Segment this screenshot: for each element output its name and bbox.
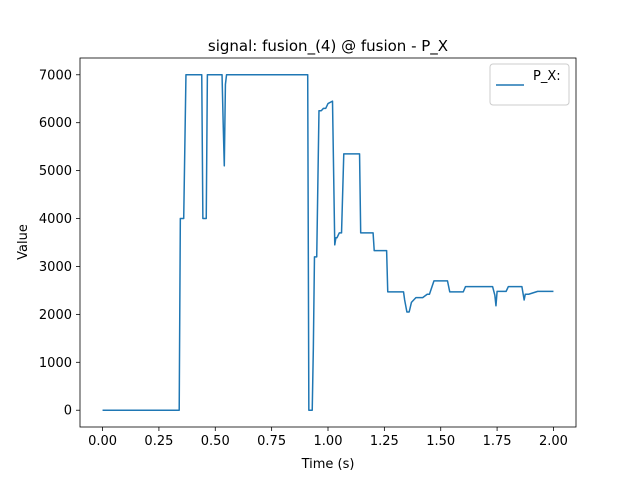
x-tick-label: 0.50 — [201, 434, 230, 449]
y-tick-label: 6000 — [39, 116, 72, 131]
y-axis-ticks: 0 1000 2000 3000 4000 5000 6000 7000 — [39, 68, 80, 419]
x-tick-label: 0.00 — [88, 434, 117, 449]
y-axis-label: Value — [16, 224, 31, 260]
x-axis-label: Time (s) — [301, 457, 355, 472]
x-tick-label: 2.00 — [539, 434, 568, 449]
x-tick-label: 1.50 — [426, 434, 455, 449]
y-tick-label: 5000 — [39, 164, 72, 179]
legend-box — [489, 63, 570, 106]
series-line-0 — [102, 74, 554, 411]
y-tick-label: 2000 — [39, 308, 72, 323]
y-tick-label: 4000 — [39, 212, 72, 227]
y-tick-label: 7000 — [39, 68, 72, 83]
legend-label: P_X: — [533, 69, 561, 84]
axes-frame — [79, 57, 577, 428]
x-tick-label: 1.25 — [370, 434, 399, 449]
x-axis-ticks: 0.00 0.25 0.50 0.75 1.00 1.25 1.50 1.75 2.00 — [88, 427, 568, 449]
y-tick-label: 0 — [64, 404, 72, 419]
x-tick-label: 1.00 — [314, 434, 343, 449]
plot-area — [79, 57, 577, 428]
y-tick-label: 1000 — [39, 356, 72, 371]
x-tick-label: 0.75 — [257, 434, 286, 449]
x-tick-label: 0.25 — [144, 434, 173, 449]
x-tick-label: 1.75 — [483, 434, 512, 449]
chart-title: signal: fusion_(4) @ fusion - P_X — [208, 37, 448, 56]
y-tick-label: 3000 — [39, 260, 72, 275]
legend: P_X: — [489, 63, 570, 106]
